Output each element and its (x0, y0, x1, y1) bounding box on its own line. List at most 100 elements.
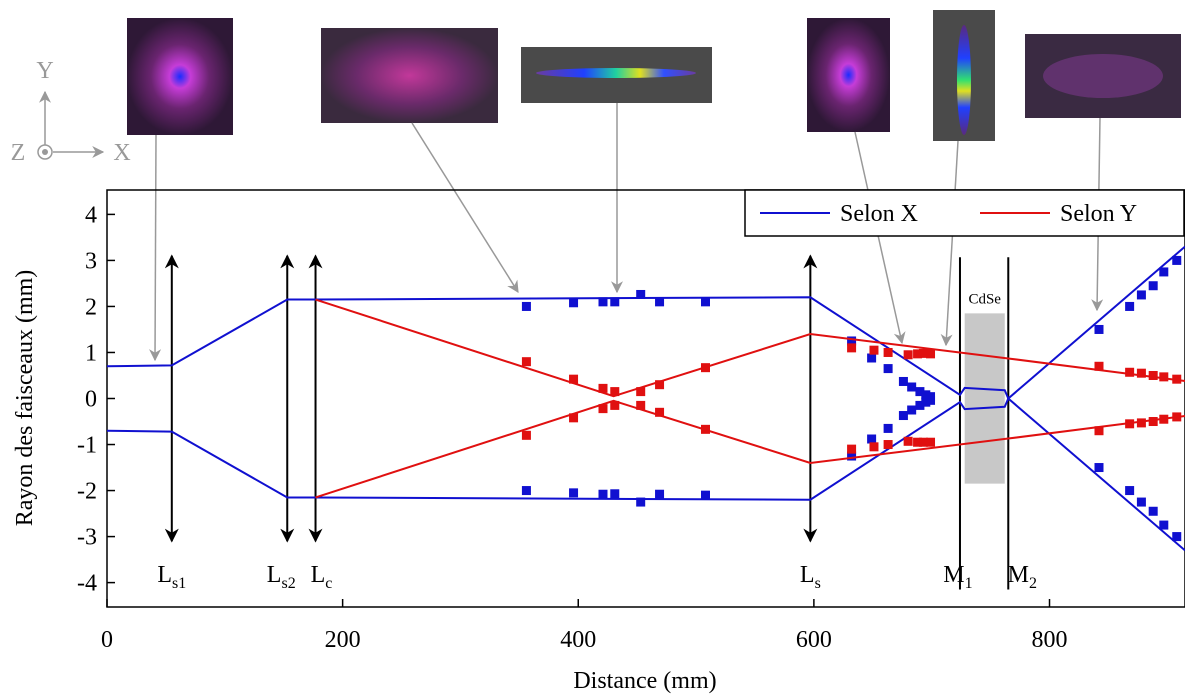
beam-line (315, 298, 1185, 398)
beam-image (321, 28, 498, 123)
measurement (926, 349, 936, 359)
y-tick-label: 0 (85, 387, 97, 413)
y-tick-label: 1 (85, 340, 97, 366)
plot-frame (106, 189, 1185, 608)
y-tick-label: -3 (77, 525, 97, 551)
measurement (926, 395, 936, 405)
inset-arrows (149, 103, 1104, 362)
element-label: Ls1 (157, 562, 186, 592)
x-tick-label: 200 (325, 627, 361, 653)
measurement (569, 413, 579, 423)
measurement (636, 400, 646, 410)
label-sub: s1 (172, 575, 186, 592)
crystal-label: CdSe (968, 291, 1001, 307)
measurement (569, 298, 579, 308)
label-main: M (1008, 562, 1029, 588)
measurement (598, 404, 608, 414)
axis-z-label: Z (11, 140, 26, 166)
measurement (1148, 281, 1158, 291)
element-label: Lc (311, 562, 333, 592)
label-sub: 1 (965, 575, 973, 592)
element-label: M2 (1008, 562, 1037, 592)
measurement (655, 489, 665, 499)
measurement (869, 442, 879, 452)
measurement (598, 383, 608, 393)
measurement (918, 437, 928, 447)
x-tick-label: 800 (1032, 627, 1068, 653)
measurement (598, 489, 608, 499)
measurement (903, 350, 913, 360)
measurement (655, 297, 665, 307)
legend-label: Selon X (840, 201, 918, 227)
measurement (700, 363, 710, 373)
measurement (1125, 301, 1135, 311)
orientation: Y X Z (11, 58, 131, 166)
measurement (700, 490, 710, 500)
measurement (1172, 374, 1182, 384)
label-sub: c (325, 575, 332, 592)
measurement (1136, 418, 1146, 428)
measurement (1159, 372, 1169, 382)
measurement (915, 400, 925, 410)
measurement (1159, 414, 1169, 424)
measurement (1125, 419, 1135, 429)
measurement (1172, 412, 1182, 422)
label-sub: 2 (1029, 575, 1037, 592)
measurement (913, 437, 923, 447)
measurement (1125, 367, 1135, 377)
measurement (847, 343, 857, 353)
measurement (1094, 426, 1104, 436)
measurement (883, 347, 893, 357)
measurement (1172, 255, 1182, 265)
measurement (883, 440, 893, 450)
x-tick-label: 0 (101, 627, 113, 653)
measurement (1148, 506, 1158, 516)
measurement (569, 488, 579, 498)
label-main: M (943, 562, 964, 588)
measurement (1148, 417, 1158, 427)
beam-line (106, 245, 1185, 401)
measurement (1125, 486, 1135, 496)
legend (744, 189, 1185, 237)
y-axis-label: Rayon des faisceaux (mm) (12, 270, 38, 527)
measurement (1136, 368, 1146, 378)
measurement (898, 411, 908, 421)
element-label: Ls2 (267, 562, 296, 592)
measurement (1094, 463, 1104, 473)
element-label: M1 (943, 562, 972, 592)
measurement (1094, 324, 1104, 334)
measurement (1159, 520, 1169, 530)
axis-y-label: Y (36, 58, 53, 84)
measurement (847, 336, 857, 346)
x-tick-label: 600 (796, 627, 832, 653)
measurement (636, 289, 646, 299)
legend-label: Selon Y (1060, 201, 1137, 227)
element-label: Ls (800, 562, 821, 592)
measurement (1172, 532, 1182, 542)
y-tick-label: -4 (77, 571, 97, 597)
measurement (883, 423, 893, 433)
measurement (907, 382, 917, 392)
measurement (898, 376, 908, 386)
measurement (1094, 361, 1104, 371)
beam-line (315, 399, 1185, 499)
axis-x-label: X (113, 140, 130, 166)
measurement (847, 451, 857, 461)
label-main: L (800, 562, 815, 588)
label-main: L (311, 562, 326, 588)
measurement (915, 387, 925, 397)
measurement (610, 387, 620, 397)
beam-image (1025, 34, 1181, 118)
measurement (569, 374, 579, 384)
beam-image (807, 18, 890, 132)
measurement (636, 497, 646, 507)
y-tick-label: 2 (85, 294, 97, 320)
measurement (598, 297, 608, 307)
measurement (521, 430, 531, 440)
crystal (964, 313, 1005, 484)
y-tick-label: -1 (77, 433, 97, 459)
measurement (883, 364, 893, 374)
measurement (913, 349, 923, 359)
measurement (655, 407, 665, 417)
